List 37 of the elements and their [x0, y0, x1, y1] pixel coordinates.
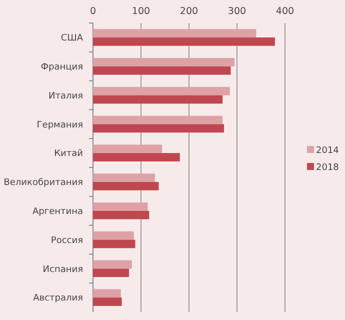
- legend-label: 2014: [316, 146, 340, 156]
- bar: [93, 116, 223, 124]
- y-tick-label: Испания: [42, 264, 83, 275]
- y-tick-label: Великобритания: [4, 178, 83, 188]
- bar: [93, 182, 159, 190]
- bar: [93, 210, 150, 220]
- bar: [93, 95, 223, 104]
- bar: [93, 86, 230, 96]
- bar: [93, 37, 275, 46]
- x-tick-label: 300: [228, 6, 246, 17]
- x-tick-label: 100: [132, 6, 150, 17]
- bar: [93, 153, 180, 162]
- x-tick-label: 400: [276, 6, 294, 17]
- bar: [93, 29, 256, 38]
- legend-label: 2018: [316, 163, 340, 174]
- bar: [93, 202, 148, 211]
- y-tick-label: Аргентина: [32, 207, 83, 217]
- bar: [93, 124, 224, 133]
- bar: [93, 174, 155, 182]
- bar: [93, 58, 235, 66]
- bar: [93, 298, 122, 306]
- y-tick-label: Франция: [40, 62, 83, 72]
- x-tick-label: 200: [180, 6, 198, 17]
- bar: [93, 268, 129, 278]
- bar: [93, 144, 162, 154]
- y-tick-label: Германия: [36, 120, 83, 130]
- bar: [93, 231, 134, 240]
- y-tick-label: Китай: [54, 149, 84, 160]
- bar: [93, 260, 132, 269]
- bar: [93, 66, 231, 75]
- y-tick-label: Россия: [50, 236, 83, 246]
- bar: [93, 289, 121, 298]
- y-tick-label: Италия: [48, 91, 83, 102]
- y-tick-label: США: [60, 34, 84, 44]
- y-tick-label: Австралия: [33, 294, 83, 304]
- x-tick-label: 0: [90, 6, 96, 17]
- bar: [93, 240, 136, 248]
